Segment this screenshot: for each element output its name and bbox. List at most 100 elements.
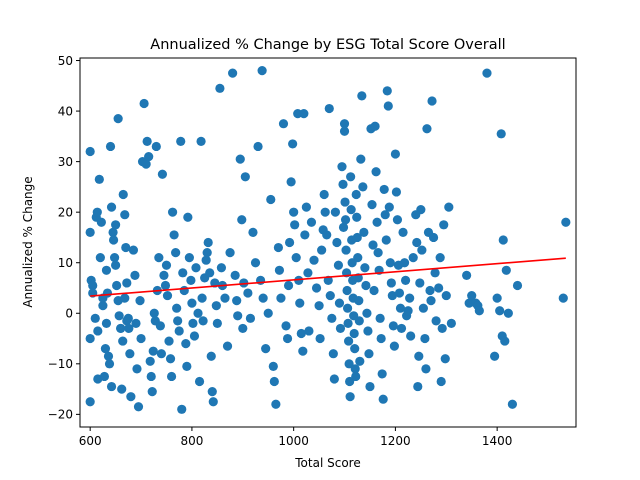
data-point bbox=[161, 260, 172, 270]
data-point bbox=[122, 316, 132, 326]
data-point bbox=[157, 169, 168, 179]
data-point bbox=[248, 227, 258, 237]
data-point bbox=[294, 275, 304, 286]
data-point bbox=[178, 268, 188, 278]
data-point bbox=[405, 293, 415, 303]
data-point bbox=[108, 235, 119, 245]
data-point bbox=[501, 265, 511, 275]
data-point bbox=[103, 351, 114, 361]
data-point bbox=[322, 230, 332, 240]
data-point bbox=[131, 318, 141, 328]
data-point bbox=[85, 397, 95, 407]
data-point bbox=[198, 316, 208, 326]
data-point bbox=[417, 245, 427, 255]
data-point bbox=[183, 212, 193, 222]
data-point bbox=[144, 151, 154, 162]
data-point bbox=[352, 232, 362, 243]
data-point bbox=[258, 293, 268, 303]
y-tick-label: 10 bbox=[58, 256, 73, 270]
data-point bbox=[111, 220, 121, 230]
data-point bbox=[291, 253, 301, 263]
data-point bbox=[235, 154, 245, 164]
data-point bbox=[113, 114, 123, 124]
data-point bbox=[98, 301, 108, 311]
data-point bbox=[239, 278, 249, 288]
data-point bbox=[381, 235, 391, 245]
data-point bbox=[378, 394, 388, 404]
data-point bbox=[467, 290, 477, 301]
data-point bbox=[266, 194, 276, 205]
data-point bbox=[114, 311, 124, 321]
data-point bbox=[343, 318, 353, 328]
data-point bbox=[189, 331, 200, 341]
data-point bbox=[205, 268, 215, 278]
data-point bbox=[498, 235, 508, 245]
data-point bbox=[416, 205, 426, 215]
data-point bbox=[174, 326, 184, 336]
data-point bbox=[369, 285, 379, 296]
data-point bbox=[196, 136, 206, 146]
data-point bbox=[421, 364, 431, 374]
data-point bbox=[430, 268, 440, 278]
data-point bbox=[558, 293, 568, 303]
data-point bbox=[85, 146, 95, 157]
data-point bbox=[106, 381, 117, 392]
data-point bbox=[145, 356, 155, 366]
data-point bbox=[399, 258, 410, 268]
data-point bbox=[301, 202, 311, 212]
data-point bbox=[290, 220, 300, 230]
data-point bbox=[124, 323, 134, 334]
data-point bbox=[387, 290, 397, 301]
data-point bbox=[106, 202, 117, 212]
data-point bbox=[125, 349, 135, 359]
data-point bbox=[93, 326, 103, 336]
y-axis-label: Annualized % Change bbox=[21, 176, 35, 307]
data-point bbox=[167, 207, 178, 217]
data-point bbox=[388, 321, 398, 331]
data-point bbox=[317, 245, 327, 255]
data-point bbox=[166, 371, 177, 382]
data-point bbox=[289, 207, 299, 217]
data-point bbox=[130, 270, 140, 280]
y-tick-label: 0 bbox=[65, 307, 73, 321]
data-point bbox=[274, 265, 285, 275]
data-point bbox=[346, 205, 356, 215]
data-point bbox=[384, 202, 394, 212]
data-point bbox=[128, 245, 139, 255]
data-point bbox=[418, 303, 428, 313]
data-point bbox=[360, 263, 370, 273]
data-point bbox=[482, 68, 492, 78]
data-point bbox=[215, 83, 225, 93]
data-point bbox=[370, 121, 380, 131]
x-tick-label: 1200 bbox=[380, 434, 411, 448]
data-point bbox=[309, 255, 319, 265]
data-point bbox=[339, 119, 350, 129]
data-point bbox=[354, 296, 364, 306]
data-point bbox=[390, 149, 401, 159]
data-point bbox=[169, 230, 179, 240]
data-point bbox=[394, 288, 405, 298]
data-point bbox=[96, 217, 106, 227]
data-point bbox=[380, 210, 390, 220]
data-point bbox=[206, 351, 216, 361]
data-point bbox=[179, 285, 189, 296]
data-point bbox=[203, 237, 213, 248]
data-point bbox=[94, 174, 104, 184]
data-point bbox=[339, 126, 350, 136]
data-point bbox=[112, 280, 122, 291]
data-point bbox=[436, 376, 446, 387]
data-point bbox=[225, 248, 235, 258]
data-point bbox=[108, 227, 118, 237]
data-point bbox=[133, 402, 144, 412]
data-point bbox=[377, 369, 387, 379]
data-point bbox=[211, 301, 221, 311]
data-point bbox=[186, 275, 196, 286]
data-point bbox=[495, 306, 505, 316]
data-point bbox=[155, 321, 165, 331]
data-point bbox=[286, 177, 296, 187]
data-point bbox=[320, 207, 330, 217]
data-point bbox=[371, 167, 381, 177]
data-point bbox=[159, 270, 169, 280]
y-tick-label: −10 bbox=[48, 357, 73, 371]
data-point bbox=[177, 404, 187, 414]
